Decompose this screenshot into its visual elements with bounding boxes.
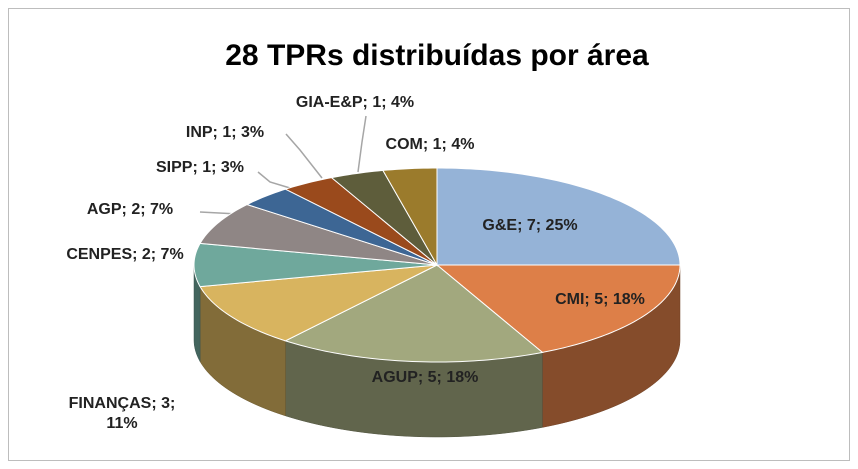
slice (435, 264, 681, 353)
leader-lines (199, 115, 367, 215)
data-label: COM; 1; 4% (386, 136, 475, 153)
leader-line (285, 133, 323, 179)
data-label: GIA-E&P; 1; 4% (296, 94, 414, 111)
data-label: INP; 1; 3% (186, 124, 264, 141)
pie-tops (193, 167, 681, 363)
chart-title: 28 TPRs distribuídas por área (225, 39, 649, 72)
slice (193, 242, 438, 288)
data-label: CENPES; 2; 7% (66, 246, 183, 263)
slice (245, 188, 438, 266)
slice (284, 264, 544, 363)
slice (199, 264, 438, 342)
data-label: SIPP; 1; 3% (156, 159, 244, 176)
data-label: AGP; 2; 7% (87, 201, 173, 218)
leader-line (257, 171, 291, 189)
data-label: AGUP; 5; 18% (372, 369, 479, 386)
slice (199, 203, 438, 266)
data-label: G&E; 7; 25% (482, 217, 577, 234)
data-label: FINANÇAS; 3; 11% (68, 395, 176, 432)
slice (436, 167, 681, 266)
slice (284, 177, 438, 266)
leader-line (357, 115, 367, 173)
data-label: CMI; 5; 18% (555, 291, 645, 308)
slice (330, 169, 438, 266)
slice (382, 167, 438, 267)
